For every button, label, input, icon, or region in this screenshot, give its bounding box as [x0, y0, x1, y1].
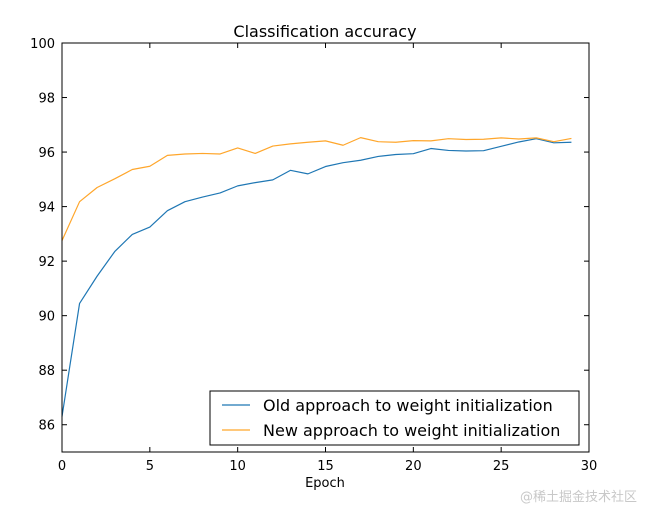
y-tick-label: 96	[38, 146, 55, 161]
legend-label-old: Old approach to weight initialization	[263, 396, 553, 415]
y-tick-label: 88	[38, 364, 55, 379]
series-line-old-approach	[61, 138, 572, 417]
y-tick-label: 100	[30, 37, 55, 52]
watermark-text: @稀土掘金技术社区	[520, 489, 637, 505]
y-tick-label: 98	[38, 92, 55, 107]
series-line-new-approach	[61, 137, 572, 241]
x-tick-label: 15	[317, 459, 334, 474]
x-tick-label: 10	[229, 459, 246, 474]
series-lines	[61, 137, 572, 417]
legend-frame	[209, 390, 580, 446]
y-tick-label: 86	[38, 419, 55, 434]
legend: Old approach to weight initialization Ne…	[209, 390, 580, 446]
x-tick-label: 30	[581, 459, 598, 474]
x-tick-label: 5	[146, 459, 154, 474]
chart-title: Classification accuracy	[233, 22, 416, 41]
x-tick-label: 0	[58, 459, 66, 474]
x-tick-label: 20	[405, 459, 422, 474]
x-tick-label: 25	[493, 459, 510, 474]
y-tick-label: 90	[38, 310, 55, 325]
x-axis-label: Epoch	[305, 476, 345, 491]
legend-label-new: New approach to weight initialization	[263, 421, 560, 440]
tick-labels: 0 5 10 15 20 25 30 86 88 90 92 94 96 98 100	[30, 37, 597, 474]
y-tick-label: 94	[38, 201, 55, 216]
y-tick-label: 92	[38, 255, 55, 270]
plot-frame	[61, 42, 590, 453]
